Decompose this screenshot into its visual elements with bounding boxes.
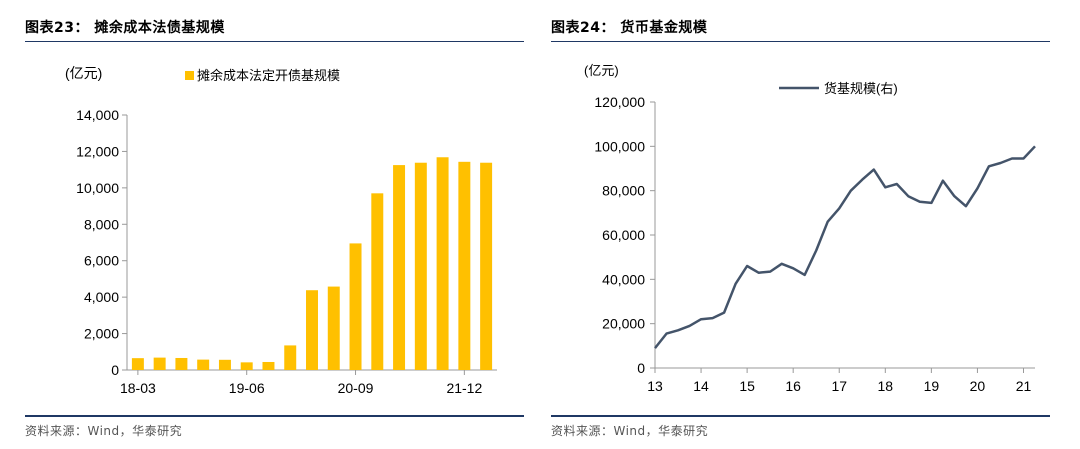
y-tick-label: 8,000 bbox=[84, 216, 119, 232]
y-tick-label: 10,000 bbox=[76, 180, 119, 196]
x-tick-label: 14 bbox=[693, 378, 709, 394]
series-line-money-fund bbox=[654, 145, 1036, 349]
x-tick-label: 15 bbox=[739, 378, 755, 394]
x-tick-label: 20-09 bbox=[338, 380, 374, 396]
y-tick-label: 0 bbox=[111, 362, 119, 378]
source-note: 资料来源：Wind，华泰研究 bbox=[25, 424, 183, 438]
bar bbox=[262, 361, 275, 370]
x-tick-label: 21-12 bbox=[446, 380, 482, 396]
y-tick-label: 12,000 bbox=[76, 143, 119, 159]
bar bbox=[284, 345, 297, 370]
legend-label: 货基规模(右) bbox=[824, 81, 898, 96]
y-tick-label: 0 bbox=[637, 360, 645, 376]
x-tick-label: 19-06 bbox=[229, 380, 265, 396]
y-tick-label: 2,000 bbox=[84, 326, 119, 342]
title-rule bbox=[551, 41, 1050, 42]
bar bbox=[414, 162, 427, 370]
y-unit-label: (亿元) bbox=[584, 63, 619, 78]
bar bbox=[458, 161, 471, 370]
x-tick-label: 19 bbox=[924, 378, 940, 394]
bar bbox=[393, 165, 406, 370]
legend-swatch bbox=[185, 71, 194, 80]
y-tick-label: 60,000 bbox=[602, 227, 645, 243]
y-unit-label: (亿元) bbox=[65, 65, 102, 81]
source-note: 资料来源：Wind，华泰研究 bbox=[551, 424, 709, 438]
x-tick-label: 20 bbox=[970, 378, 986, 394]
bar bbox=[480, 162, 493, 370]
bar bbox=[436, 157, 449, 370]
bar bbox=[218, 359, 231, 370]
money-fund-chart: (亿元) 货基规模(右) 0 20,000 40,000 60,000 80,000 100,… bbox=[584, 63, 1036, 394]
x-tick-label: 21 bbox=[1016, 378, 1032, 394]
source-rule bbox=[25, 415, 524, 417]
amortized-cost-bond-fund-chart: (亿元) 摊余成本法定开债基规模 0 2,000 4,000 6,000 8,000 10,0… bbox=[65, 65, 497, 396]
y-tick-label: 14,000 bbox=[76, 107, 119, 123]
bar bbox=[175, 357, 188, 370]
left-figure-panel: 图表23： 摊余成本法债基规模 (亿元) 摊余成本法定开债基规模 0 2,000 4,0… bbox=[25, 0, 525, 449]
title-rule bbox=[25, 41, 524, 42]
legend-label: 摊余成本法定开债基规模 bbox=[197, 68, 340, 83]
bar bbox=[371, 193, 384, 370]
y-tick-label: 120,000 bbox=[594, 94, 645, 110]
bar bbox=[197, 359, 210, 370]
x-tick-label: 16 bbox=[785, 378, 801, 394]
y-tick-label: 80,000 bbox=[602, 183, 645, 199]
right-figure-panel: 图表24： 货币基金规模 (亿元) 货基规模(右) 0 20,000 40,000 60,… bbox=[551, 0, 1051, 449]
bar bbox=[349, 243, 362, 370]
bar bbox=[327, 286, 340, 370]
y-tick-label: 100,000 bbox=[594, 138, 645, 154]
y-tick-label: 40,000 bbox=[602, 271, 645, 287]
figure-title: 图表23： 摊余成本法债基规模 bbox=[25, 20, 225, 36]
y-tick-label: 4,000 bbox=[84, 289, 119, 305]
x-tick-label: 18-03 bbox=[120, 380, 156, 396]
bar bbox=[306, 290, 318, 370]
x-tick-label: 17 bbox=[831, 378, 847, 394]
y-tick-label: 6,000 bbox=[84, 253, 119, 269]
x-tick-label: 18 bbox=[878, 378, 894, 394]
bar bbox=[131, 358, 144, 370]
y-tick-label: 20,000 bbox=[602, 316, 645, 332]
bar bbox=[153, 357, 166, 370]
figure-title: 图表24： 货币基金规模 bbox=[551, 20, 708, 36]
x-tick-label: 13 bbox=[647, 378, 663, 394]
source-rule bbox=[551, 415, 1050, 417]
bar bbox=[240, 362, 253, 370]
